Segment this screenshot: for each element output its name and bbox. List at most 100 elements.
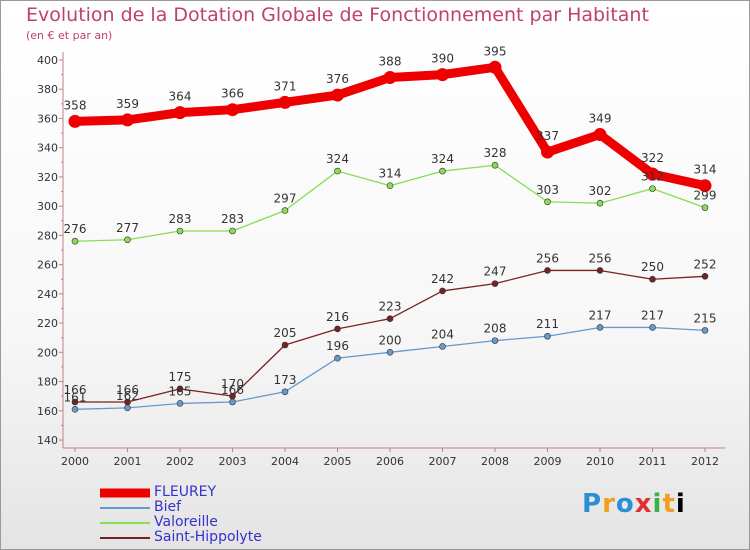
data-label: 303	[536, 183, 559, 197]
x-tick-label: 2009	[534, 455, 562, 468]
data-label: 204	[431, 327, 454, 341]
data-point	[331, 88, 344, 102]
data-point	[68, 114, 82, 128]
data-label: 276	[64, 222, 87, 236]
data-point	[649, 185, 656, 192]
data-label: 247	[484, 265, 507, 279]
x-tick-label: 2007	[429, 455, 457, 468]
data-label: 205	[274, 326, 297, 340]
data-point	[71, 406, 79, 413]
x-tick-label: 2005	[324, 455, 352, 468]
y-tick-label: 280	[37, 229, 58, 242]
legend: FLEUREY Bief Valoreille Saint-Hippolyte	[100, 484, 320, 545]
data-point	[649, 275, 656, 283]
data-point	[121, 113, 134, 127]
data-point	[71, 237, 79, 245]
data-point	[596, 267, 604, 274]
x-tick-label: 2001	[114, 455, 142, 468]
data-label: 324	[326, 152, 349, 166]
y-tick-label: 140	[37, 434, 58, 447]
data-label: 364	[169, 90, 192, 104]
data-label: 337	[536, 129, 559, 143]
data-point	[439, 343, 446, 350]
x-tick-label: 2004	[271, 455, 299, 468]
legend-item-saint-hippolyte: Saint-Hippolyte	[100, 529, 320, 545]
data-point	[281, 341, 289, 349]
data-label: 166	[116, 383, 139, 397]
data-point	[229, 227, 236, 235]
legend-item-valoreille: Valoreille	[100, 514, 320, 530]
data-point	[386, 182, 394, 189]
data-label: 223	[379, 300, 402, 314]
data-point	[649, 324, 656, 331]
data-label: 283	[169, 212, 192, 226]
data-label: 196	[326, 339, 349, 353]
data-label: 324	[431, 152, 454, 166]
data-point	[491, 280, 499, 287]
data-label: 200	[379, 333, 402, 347]
data-label: 252	[694, 257, 717, 271]
data-labels: 166 166 175 170 205 216 223 242 247 256 256 250 252 1…	[64, 44, 717, 404]
data-point	[596, 199, 604, 207]
data-point	[383, 71, 397, 85]
data-label: 166	[221, 383, 244, 397]
data-label: 256	[589, 251, 612, 265]
data-point	[281, 207, 289, 214]
y-tick-label: 300	[37, 200, 58, 213]
data-label: 208	[484, 322, 507, 336]
data-point	[701, 327, 709, 334]
data-label: 217	[641, 308, 664, 322]
data-point	[436, 68, 449, 82]
y-tick-label: 220	[37, 317, 58, 330]
data-label: 359	[116, 97, 139, 111]
y-tick-label: 200	[37, 346, 58, 359]
data-point	[596, 324, 604, 331]
data-label: 211	[536, 317, 559, 331]
x-tick-label: 2000	[61, 455, 89, 468]
data-label: 328	[484, 146, 507, 160]
data-label: 371	[274, 79, 297, 93]
series-lines	[68, 60, 712, 413]
data-label: 173	[274, 373, 297, 387]
data-label: 166	[64, 383, 87, 397]
legend-swatch-bief	[100, 506, 150, 509]
proxiti-logo: Proxiti	[582, 489, 686, 519]
y-tick-label: 360	[37, 112, 58, 125]
data-point	[701, 204, 709, 211]
legend-swatch-valoreille	[100, 521, 150, 524]
data-point	[176, 385, 184, 393]
data-point	[646, 167, 659, 181]
data-label: 388	[379, 55, 402, 69]
legend-label-bief: Bief	[154, 499, 182, 515]
data-label: 297	[274, 192, 297, 206]
data-point	[124, 404, 131, 412]
y-tick-label: 240	[37, 288, 58, 301]
data-point	[439, 287, 446, 295]
x-tick-label: 2003	[219, 455, 247, 468]
data-point	[698, 179, 712, 193]
data-label: 215	[694, 311, 717, 325]
data-label: 216	[326, 310, 349, 324]
data-point	[173, 106, 187, 120]
data-point	[278, 95, 292, 109]
data-point	[281, 388, 289, 396]
y-tick-label: 180	[37, 376, 58, 389]
data-label: 162	[116, 389, 139, 403]
data-label: 277	[116, 221, 139, 235]
data-label: 349	[589, 112, 612, 126]
axes: 140 160 180 200 220 240 260 280 300 320 340 360 380 4…	[37, 52, 725, 468]
legend-label-fleurey: FLEUREY	[154, 484, 217, 500]
data-label: 358	[64, 98, 87, 112]
data-label: 250	[641, 260, 664, 274]
data-label: 170	[221, 377, 244, 391]
data-label: 242	[431, 272, 454, 286]
x-tick-label: 2011	[639, 455, 667, 468]
chart-title: Evolution de la Dotation Globale de Fonc…	[26, 4, 649, 26]
data-point	[544, 198, 551, 206]
y-tick-label: 340	[37, 142, 58, 155]
legend-label-saint-hippolyte: Saint-Hippolyte	[154, 529, 262, 545]
data-point	[229, 398, 236, 406]
data-point	[124, 236, 131, 244]
data-point	[71, 398, 79, 406]
